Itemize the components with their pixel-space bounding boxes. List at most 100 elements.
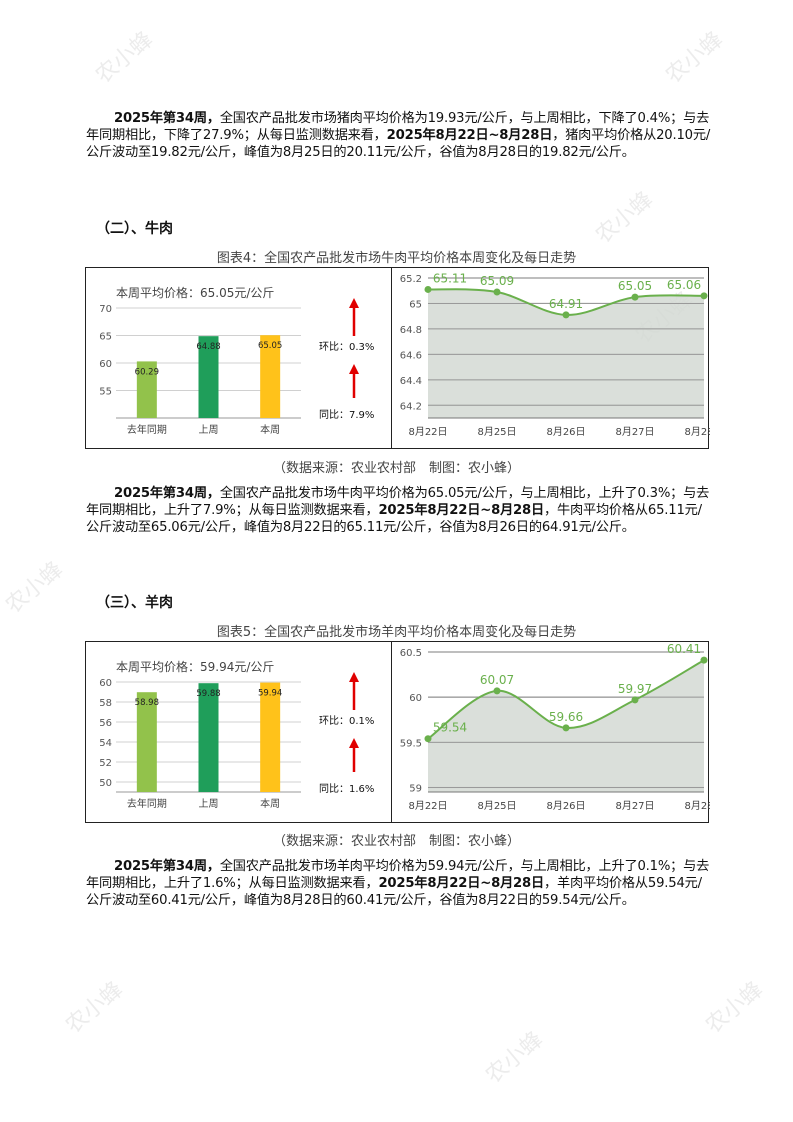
y-tick-label: 64.6 <box>400 350 422 361</box>
x-tick-label: 本周 <box>260 797 280 810</box>
beef-line-chart: 64.2 64.4 64.6 64.8 65 65.2 65.11 8月22日 65.09 8月2… <box>400 271 710 438</box>
bar-value-label: 60.29 <box>135 367 159 377</box>
x-tick-label: 8月22日 <box>408 800 447 812</box>
x-tick-label: 本周 <box>260 423 280 436</box>
bar-value-label: 64.88 <box>196 342 220 352</box>
watermark: 农小蜂 <box>1 557 68 619</box>
data-label: 65.06 <box>667 278 701 292</box>
mutton-heading: （三）、羊肉 <box>96 595 173 611</box>
watermark: 农小蜂 <box>481 1027 548 1089</box>
x-tick-label: 上周 <box>199 798 219 810</box>
watermark: 农小蜂 <box>61 977 128 1039</box>
data-label: 59.97 <box>618 682 652 696</box>
y-tick-label: 52 <box>99 758 112 769</box>
y-tick-label: 64.8 <box>400 325 422 336</box>
y-tick-label: 50 <box>99 778 112 789</box>
data-label: 59.54 <box>433 721 467 735</box>
x-tick-label: 8月28日 <box>684 426 710 438</box>
figure-divider <box>391 268 392 448</box>
data-label: 60.07 <box>480 673 514 687</box>
data-label: 64.91 <box>549 297 583 311</box>
x-tick-label: 8月25日 <box>477 426 516 438</box>
mutton-source: （数据来源：农业农村部 制图：农小蜂） <box>272 834 520 849</box>
data-point <box>424 735 432 743</box>
x-tick-label: 8月26日 <box>546 800 585 812</box>
data-label: 65.05 <box>618 279 652 293</box>
bar <box>260 682 281 792</box>
pork-bold-week: 2025年第34周， <box>114 111 220 126</box>
data-point <box>700 292 708 300</box>
data-point <box>700 656 708 664</box>
x-tick-label: 去年同期 <box>127 423 167 436</box>
bar-value-label: 59.94 <box>258 689 282 699</box>
y-tick-label: 70 <box>99 304 112 315</box>
data-label: 60.41 <box>667 642 701 656</box>
up-arrow-head-icon <box>349 672 359 682</box>
y-tick-label: 59.5 <box>400 738 422 749</box>
y-tick-label: 60 <box>99 678 112 689</box>
beef-source: （数据来源：农业农村部 制图：农小蜂） <box>272 461 520 476</box>
x-tick-label: 8月22日 <box>408 426 447 438</box>
y-tick-label: 60 <box>409 693 422 704</box>
x-tick-label: 8月26日 <box>546 426 585 438</box>
figure-divider <box>391 642 392 822</box>
beef-text-1: 全国农产品批发市场牛肉平均价格为65.05元/公斤，与上周相比，上升了0.3%；… <box>86 486 710 518</box>
mutton-text-1: 全国农产品批发市场羊肉平均价格为59.94元/公斤，与上周相比，上升了0.1%；… <box>86 859 710 891</box>
series-area <box>428 289 704 418</box>
data-label: 65.09 <box>480 274 514 288</box>
x-tick-label: 8月27日 <box>615 800 654 812</box>
yoy-label: 同比：7.9% <box>319 409 374 421</box>
y-tick-label: 54 <box>99 738 112 749</box>
mutton-figure-caption: 图表5：全国农产品批发市场羊肉平均价格本周变化及每日走势 <box>216 625 577 640</box>
data-label: 65.11 <box>433 271 467 285</box>
x-tick-label: 8月25日 <box>477 800 516 812</box>
y-tick-label: 64.4 <box>400 376 422 387</box>
beef-figure: 本周平均价格：65.05元/公斤 55 60 65 70 60.29 去年同期 64.88 上周… <box>85 267 710 449</box>
bar <box>136 361 157 418</box>
beef-figure-caption: 图表4：全国农产品批发市场牛肉平均价格本周变化及每日走势 <box>216 251 577 266</box>
watermark: 农小蜂 <box>91 27 158 89</box>
y-tick-label: 65 <box>409 299 422 310</box>
pork-text-1: 全国农产品批发市场猪肉平均价格为19.93元/公斤，与上周相比，下降了0.4%；… <box>86 111 710 143</box>
up-arrow-head-icon <box>349 298 359 308</box>
y-tick-label: 55 <box>99 387 112 398</box>
bar <box>198 683 219 792</box>
beef-bold-dates: 2025年8月22日~8月28日 <box>378 503 544 518</box>
bar-value-label: 65.05 <box>258 341 282 351</box>
bar-value-label: 58.98 <box>135 698 159 708</box>
data-label: 59.66 <box>549 710 583 724</box>
bar-value-label: 59.88 <box>196 689 220 699</box>
data-point <box>562 311 570 319</box>
hoq-label: 环比：0.3% <box>319 341 374 353</box>
data-point <box>424 285 432 293</box>
x-tick-label: 8月28日 <box>684 800 710 812</box>
mutton-bar-chart: 本周平均价格：59.94元/公斤 50 52 54 56 58 60 58.98 去年同期 59.… <box>99 659 374 810</box>
bar <box>136 692 157 792</box>
watermark: 农小蜂 <box>591 187 658 249</box>
y-tick-label: 64.2 <box>400 401 422 412</box>
x-tick-label: 去年同期 <box>127 797 167 810</box>
up-arrow-head-icon <box>349 738 359 748</box>
watermark: 农小蜂 <box>701 977 768 1039</box>
beef-bar-chart: 本周平均价格：65.05元/公斤 55 60 65 70 60.29 去年同期 64.88 上周… <box>99 285 374 436</box>
beef-bold-week: 2025年第34周， <box>114 486 220 501</box>
up-arrow-head-icon <box>349 364 359 374</box>
y-tick-label: 65 <box>99 332 112 343</box>
data-point <box>631 293 639 301</box>
beef-text-2: ，牛肉平均价格从65.11元/公斤波动至65.06元/公斤，峰值为8月22日的6… <box>86 503 702 535</box>
x-tick-label: 8月27日 <box>615 426 654 438</box>
mutton-text-2: ，羊肉平均价格从59.54元/公斤波动至60.41元/公斤，峰值为8月28日的6… <box>86 876 702 908</box>
beef-paragraph: 2025年第34周，全国农产品批发市场牛肉平均价格为65.05元/公斤，与上周相… <box>86 485 711 536</box>
watermark: 农小蜂 <box>661 27 728 89</box>
data-point <box>493 687 501 695</box>
mutton-figure: 本周平均价格：59.94元/公斤 50 52 54 56 58 60 58.98 去年同期 59.… <box>85 641 710 823</box>
beef-heading: （二）、牛肉 <box>96 221 173 237</box>
y-tick-label: 60 <box>99 359 112 370</box>
pork-bold-dates: 2025年8月22日~8月28日 <box>386 128 553 143</box>
mutton-bold-dates: 2025年8月22日~8月28日 <box>378 876 544 891</box>
mutton-paragraph: 2025年第34周，全国农产品批发市场羊肉平均价格为59.94元/公斤，与上周相… <box>86 858 711 909</box>
data-point <box>493 288 501 296</box>
pork-text-2: ，猪肉平均价格从20.10元/公斤波动至19.82元/公斤，峰值为8月25日的2… <box>86 128 711 160</box>
pork-paragraph: 2025年第34周，全国农产品批发市场猪肉平均价格为19.93元/公斤，与上周相… <box>86 110 711 161</box>
mutton-line-chart: 59 59.5 60 60.5 59.54 8月22日 60.07 8月25日 59.66 8月2… <box>400 642 710 812</box>
